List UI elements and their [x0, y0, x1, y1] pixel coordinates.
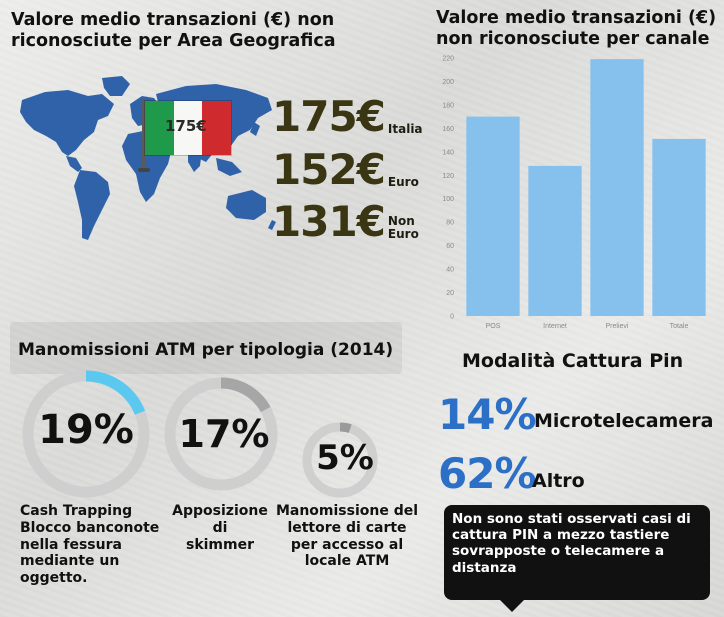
bar-pos	[466, 116, 520, 317]
new-zealand-shape	[268, 220, 276, 230]
ring-arc-cash-trapping	[22, 370, 150, 498]
value-italia-label: Italia	[387, 122, 423, 136]
geo-title-line-2: riconosciute per Area Geografica	[11, 31, 336, 51]
pin-label-altro: Altro	[532, 470, 585, 492]
pin-note-line: cattura PIN a mezzo tastiere	[452, 527, 670, 544]
y-tick-label: 60	[446, 243, 454, 250]
pin-note-box: Non sono stati osservati casi di cattura…	[444, 505, 710, 600]
percent-cash-trapping: 19%	[38, 407, 134, 453]
value-non-euro-label: Non Euro	[387, 214, 419, 241]
channel-title: Valore medio transazioni (€) non riconos…	[436, 8, 721, 50]
bar-internet	[528, 165, 582, 316]
y-tick-label: 80	[446, 220, 454, 227]
geo-title-line-1: Valore medio transazioni (€) non	[11, 10, 335, 30]
y-tick-label: 120	[442, 173, 454, 180]
flag-value: 175€	[165, 117, 207, 135]
bar-totale	[652, 138, 706, 316]
japan-shape	[250, 122, 260, 136]
value-euro-number: 152€	[272, 145, 386, 194]
southeast-asia-shape	[216, 158, 242, 176]
australia-shape	[226, 190, 266, 220]
pin-percent-microtelecamera: 14%	[438, 390, 537, 439]
flag-pole	[142, 100, 146, 172]
pin-note-line: sovrapposte o telecamere a	[452, 543, 665, 560]
geo-title: Valore medio transazioni (€) non riconos…	[11, 10, 411, 52]
south-america-shape	[74, 170, 110, 240]
y-tick-label: 180	[442, 102, 454, 109]
ring-cash-trapping	[22, 370, 150, 498]
value-italia-number: 175€	[272, 92, 386, 141]
y-tick-label: 20	[446, 290, 454, 297]
value-non-euro: 131€ Non Euro	[272, 197, 419, 246]
y-tick-label: 0	[450, 314, 454, 321]
central-america-shape	[66, 156, 82, 172]
ring-arc-lettore	[302, 422, 378, 498]
flag-pole-base	[138, 168, 150, 172]
percent-lettore: 5%	[316, 438, 374, 478]
value-euro-label: Euro	[387, 175, 419, 189]
x-tick-label: Prelievi	[606, 323, 629, 330]
x-tick-label: Internet	[543, 323, 567, 330]
greenland-shape	[102, 76, 130, 96]
atm-title: Manomissioni ATM per tipologia (2014)	[18, 340, 394, 360]
x-tick-label: POS	[486, 323, 501, 330]
caption-skimmer: Apposizione di skimmer	[172, 503, 268, 553]
value-non-euro-number: 131€	[272, 197, 386, 246]
ring-lettore	[302, 422, 378, 498]
bar-chart: 0 20 40 60 80 100 120 140 160 180 200 220 POS Intern…	[442, 56, 706, 330]
pin-note-pointer	[498, 598, 526, 612]
x-tick-label: Totale	[670, 323, 689, 330]
pin-title: Modalità Cattura Pin	[462, 350, 684, 372]
value-italia: 175€ Italia	[272, 92, 423, 141]
channel-title-line-2: non riconosciute per canale	[436, 29, 710, 49]
pin-note-line: distanza	[452, 559, 517, 576]
pin-label-microtelecamera: Microtelecamera	[534, 410, 714, 432]
bar-prelievi	[590, 59, 644, 316]
y-tick-label: 200	[442, 79, 454, 86]
caption-cash-trapping: Cash Trapping Blocco banconote nella fes…	[20, 503, 160, 587]
pin-percent-altro: 62%	[438, 449, 537, 498]
ring-arc-skimmer	[164, 377, 278, 491]
ring-skimmer	[164, 377, 278, 491]
channel-title-line-1: Valore medio transazioni (€)	[436, 8, 717, 28]
y-tick-label: 160	[442, 126, 454, 133]
north-america-shape	[20, 90, 114, 156]
y-tick-label: 40	[446, 267, 454, 274]
y-tick-label: 100	[442, 196, 454, 203]
caption-lettore: Manomissione del lettore di carte per ac…	[275, 503, 419, 570]
italy-flag	[144, 100, 232, 156]
percent-skimmer: 17%	[178, 412, 270, 456]
atm-title-band	[10, 322, 402, 374]
pin-note-line: Non sono stati osservati casi di	[452, 511, 691, 527]
y-tick-label: 220	[442, 56, 454, 63]
y-tick-label: 140	[442, 149, 454, 156]
value-euro: 152€ Euro	[272, 145, 419, 194]
